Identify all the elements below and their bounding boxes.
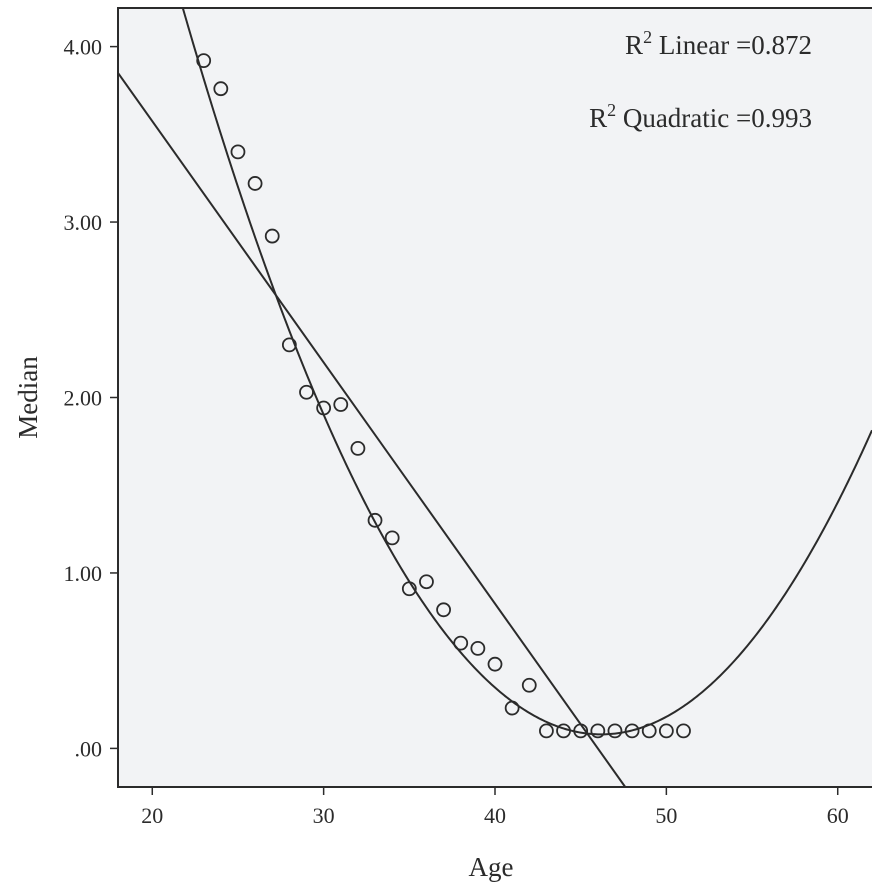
r2-quadratic-annotation: R2 Quadratic =0.993 [589,100,812,133]
data-point [573,723,589,739]
data-point [367,512,383,528]
data-point [676,723,691,739]
r2-quadratic-prefix: R [589,103,607,133]
data-point [539,723,554,739]
y-tick-label: 3.00 [64,210,103,235]
data-point [658,723,674,739]
data-point [247,176,263,191]
x-axis-label: Age [469,852,514,882]
r2-linear-prefix: R [625,30,643,60]
data-point [504,700,520,716]
data-point [316,400,332,416]
data-point [487,656,503,672]
plot-frame [117,7,872,788]
data-point [470,640,486,656]
x-tick-label: 60 [827,803,849,828]
data-point [333,397,349,412]
x-tick-label: 50 [655,803,677,828]
data-point [401,581,417,597]
data-point [264,228,280,244]
data-point [196,53,212,69]
data-point [350,440,366,456]
quadratic-fit-curve [181,8,872,736]
y-axis-label: Median [13,356,43,439]
data-point [556,723,571,739]
y-tick-label: 2.00 [64,386,103,411]
r2-linear-annotation: R2 Linear =0.872 [625,27,812,60]
y-tick-label: .00 [75,736,103,761]
data-point [384,530,400,546]
data-point [641,723,657,739]
x-tick-label: 20 [141,803,163,828]
data-point [299,384,314,400]
r2-quadratic-text: Quadratic =0.993 [616,103,812,133]
data-point [213,81,229,97]
r2-linear-text: Linear =0.872 [652,30,812,60]
data-point [436,602,451,618]
data-point [607,723,623,739]
x-tick-label: 40 [484,803,506,828]
x-tick-label: 30 [313,803,335,828]
data-point [453,635,469,651]
data-point [590,723,606,739]
y-tick-label: 4.00 [64,35,103,60]
r2-quadratic-superscript: 2 [607,100,616,120]
data-point [281,337,297,353]
linear-fit-line [117,72,627,788]
data-point [521,677,537,693]
data-point [419,574,434,590]
y-tick-label: 1.00 [64,561,103,586]
r2-linear-superscript: 2 [643,27,652,47]
data-point [230,144,246,160]
data-point [624,723,640,739]
